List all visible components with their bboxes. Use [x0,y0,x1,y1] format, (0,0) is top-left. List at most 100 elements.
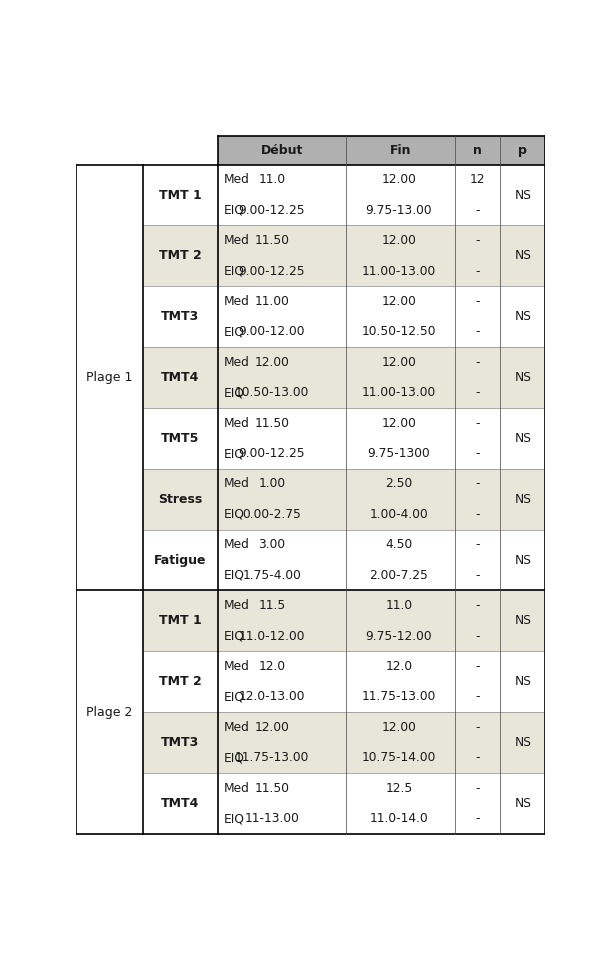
Text: 11.0-14.0: 11.0-14.0 [370,812,428,825]
Text: -: - [475,234,480,247]
Text: NS: NS [514,615,531,627]
Text: 12.00: 12.00 [255,356,289,369]
Text: -: - [475,721,480,733]
Bar [143,286,545,317]
Text: NS: NS [514,493,531,506]
Text: Med: Med [224,781,250,795]
Text: EIQ: EIQ [224,387,245,399]
Text: -: - [475,387,480,399]
Text: Med: Med [224,721,250,733]
Text: NS: NS [514,553,531,567]
Text: 11.0: 11.0 [258,173,285,186]
Text: Med: Med [224,660,250,673]
Text: 11.50: 11.50 [255,234,289,247]
Text: 9.75-1300: 9.75-1300 [368,447,430,460]
Bar [143,378,545,408]
Text: 12.00: 12.00 [382,721,416,733]
Bar [143,195,545,225]
Bar [143,590,545,620]
Text: Stress: Stress [158,493,202,506]
Text: Med: Med [224,599,250,612]
Text: -: - [475,477,480,491]
Text: 11.00-13.00: 11.00-13.00 [362,387,436,399]
Bar [143,652,545,682]
Text: NS: NS [514,249,531,262]
Text: TMT4: TMT4 [161,797,199,809]
Bar [143,408,545,438]
Text: -: - [475,204,480,217]
Bar [143,438,545,468]
Text: n: n [473,144,482,157]
Text: -: - [475,507,480,521]
Text: EIQ: EIQ [224,629,245,643]
Text: 9.75-12.00: 9.75-12.00 [365,629,432,643]
Text: EIQ: EIQ [224,691,245,703]
Text: Plage 2: Plage 2 [86,705,133,719]
Text: -: - [475,660,480,673]
Text: 12.5: 12.5 [385,781,413,795]
Text: 10.50-12.50: 10.50-12.50 [362,325,436,338]
Text: TMT 1: TMT 1 [159,189,202,202]
Text: Med: Med [224,234,250,247]
Text: -: - [475,356,480,369]
Text: Med: Med [224,417,250,430]
Text: -: - [475,325,480,338]
Text: Fin: Fin [390,144,411,157]
Text: TMT 1: TMT 1 [159,615,202,627]
Bar [143,500,545,530]
Text: TMT3: TMT3 [161,736,199,749]
Text: 9.00-12.25: 9.00-12.25 [239,447,305,460]
Text: TMT5: TMT5 [161,431,199,445]
Text: -: - [475,812,480,825]
Text: -: - [475,629,480,643]
Text: EIQ: EIQ [224,751,245,765]
Text: Med: Med [224,356,250,369]
Text: 2.00-7.25: 2.00-7.25 [370,569,428,581]
Text: 11.00: 11.00 [255,295,289,308]
Text: 12.00: 12.00 [382,234,416,247]
Text: 0.00-2.75: 0.00-2.75 [242,507,301,521]
Text: EIQ: EIQ [224,204,245,217]
Text: -: - [475,599,480,612]
Text: 12: 12 [470,173,485,186]
Text: 11.50: 11.50 [255,417,289,430]
Bar [143,347,545,378]
Text: NS: NS [514,675,531,689]
Text: 12.00: 12.00 [382,173,416,186]
Bar [143,773,545,804]
Text: 11.0-12.00: 11.0-12.00 [239,629,305,643]
Text: -: - [475,781,480,795]
Text: NS: NS [514,431,531,445]
Text: NS: NS [514,310,531,323]
Text: TMT 2: TMT 2 [159,249,202,262]
Text: NS: NS [514,736,531,749]
Text: -: - [475,539,480,551]
Text: p: p [519,144,527,157]
Text: 11-13.00: 11-13.00 [244,812,299,825]
Bar [143,317,545,347]
Bar [143,468,545,500]
Text: 1.75-4.00: 1.75-4.00 [242,569,301,581]
Text: 11.00-13.00: 11.00-13.00 [362,265,436,278]
Text: -: - [475,417,480,430]
Text: TMT3: TMT3 [161,310,199,323]
Text: Med: Med [224,295,250,308]
Bar [143,530,545,560]
Text: -: - [475,295,480,308]
Text: 9.00-12.25: 9.00-12.25 [239,204,305,217]
Text: 11.75-13.00: 11.75-13.00 [235,751,309,765]
Text: EIQ: EIQ [224,265,245,278]
Text: -: - [475,691,480,703]
Bar [143,560,545,590]
Text: 11.75-13.00: 11.75-13.00 [362,691,436,703]
Text: -: - [475,569,480,581]
Bar [143,165,545,195]
Text: 1.00: 1.00 [258,477,285,491]
Text: Fatigue: Fatigue [154,553,207,567]
Text: Med: Med [224,477,250,491]
Text: 9.00-12.25: 9.00-12.25 [239,265,305,278]
Text: TMT4: TMT4 [161,371,199,384]
Bar [143,804,545,834]
Text: 12.00: 12.00 [382,295,416,308]
Text: -: - [475,447,480,460]
